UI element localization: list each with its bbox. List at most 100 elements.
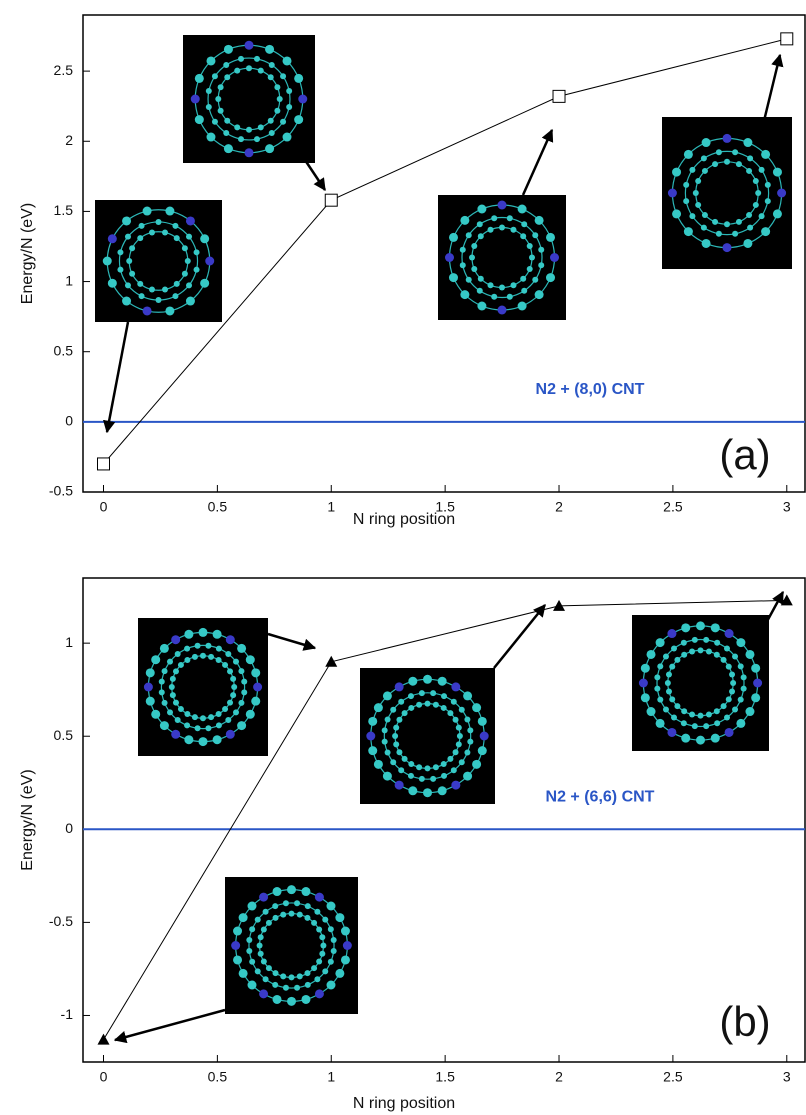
atom bbox=[234, 68, 240, 74]
atom bbox=[681, 640, 687, 646]
atom bbox=[416, 702, 422, 708]
atom bbox=[215, 96, 221, 102]
atom bbox=[170, 692, 176, 698]
atom bbox=[165, 207, 174, 216]
atom bbox=[467, 739, 473, 745]
x-axis-label: N ring position bbox=[353, 511, 455, 528]
atom bbox=[225, 651, 231, 657]
atom bbox=[692, 637, 698, 643]
atom bbox=[441, 693, 447, 699]
atom bbox=[246, 127, 252, 133]
atom bbox=[471, 243, 477, 249]
y-tick-label: -0.5 bbox=[49, 913, 73, 929]
atom bbox=[463, 772, 472, 781]
atom bbox=[129, 271, 135, 277]
atom bbox=[266, 920, 272, 926]
atom bbox=[254, 136, 260, 142]
atom bbox=[711, 734, 720, 743]
atom bbox=[199, 628, 208, 637]
atom bbox=[657, 697, 663, 703]
atom bbox=[108, 234, 117, 243]
atom bbox=[518, 302, 527, 311]
atom bbox=[146, 668, 155, 677]
atom bbox=[237, 644, 246, 653]
atom bbox=[258, 951, 264, 957]
atom bbox=[248, 902, 257, 911]
atom bbox=[273, 887, 282, 896]
atom bbox=[695, 178, 701, 184]
arrow bbox=[115, 1010, 225, 1040]
x-axis-label: N ring position bbox=[353, 1095, 455, 1112]
arrow bbox=[107, 322, 128, 432]
atom bbox=[268, 118, 274, 124]
atom bbox=[392, 733, 398, 739]
structure-image bbox=[360, 668, 495, 804]
atom bbox=[702, 168, 708, 174]
atom bbox=[732, 706, 738, 712]
atom bbox=[169, 684, 175, 690]
atom bbox=[195, 74, 204, 83]
atom bbox=[311, 920, 317, 926]
atom bbox=[224, 45, 233, 54]
atom bbox=[287, 997, 296, 1006]
atom bbox=[666, 688, 672, 694]
atom bbox=[255, 917, 261, 923]
atom bbox=[173, 668, 179, 674]
atom bbox=[398, 767, 404, 773]
structure-image bbox=[632, 615, 769, 751]
atom bbox=[751, 664, 760, 673]
atom bbox=[224, 118, 230, 124]
atom bbox=[335, 913, 344, 922]
atom bbox=[159, 679, 165, 685]
atom bbox=[441, 761, 447, 767]
atom bbox=[162, 229, 168, 235]
atom bbox=[518, 204, 527, 213]
atom bbox=[669, 696, 675, 702]
atom bbox=[723, 134, 732, 143]
atom bbox=[241, 689, 247, 695]
atom bbox=[641, 693, 650, 702]
atom bbox=[195, 643, 201, 649]
atom bbox=[304, 970, 310, 976]
atom bbox=[224, 144, 233, 153]
atom bbox=[143, 207, 152, 216]
atom bbox=[283, 900, 289, 906]
atom bbox=[689, 712, 695, 718]
atom bbox=[689, 648, 695, 654]
atom bbox=[759, 167, 765, 173]
atom bbox=[216, 646, 222, 652]
atom bbox=[184, 657, 190, 663]
atom bbox=[320, 943, 326, 949]
atom bbox=[261, 927, 267, 933]
atom bbox=[453, 749, 459, 755]
atom bbox=[521, 221, 527, 227]
atom bbox=[129, 245, 135, 251]
atom bbox=[433, 764, 439, 770]
atom bbox=[681, 734, 690, 743]
atom bbox=[712, 161, 718, 167]
atom bbox=[297, 912, 303, 918]
atom bbox=[274, 108, 280, 114]
marker bbox=[325, 656, 337, 667]
atom bbox=[663, 654, 669, 660]
atom bbox=[305, 903, 311, 909]
atom bbox=[208, 654, 214, 660]
atom bbox=[724, 159, 730, 165]
atom bbox=[294, 115, 303, 124]
atom bbox=[224, 74, 230, 80]
atom bbox=[674, 703, 680, 709]
reference-label: N2 + (8,0) CNT bbox=[536, 381, 645, 398]
atom bbox=[170, 676, 176, 682]
atom bbox=[698, 647, 704, 653]
atom bbox=[218, 108, 224, 114]
atom bbox=[125, 282, 131, 288]
atom bbox=[151, 655, 160, 664]
x-tick-label: 1 bbox=[327, 499, 335, 515]
atom bbox=[239, 913, 248, 922]
atom bbox=[667, 629, 676, 638]
atom bbox=[206, 133, 215, 142]
atom bbox=[192, 714, 198, 720]
atom bbox=[419, 690, 425, 696]
structure-image bbox=[438, 195, 566, 320]
atom bbox=[156, 297, 162, 303]
